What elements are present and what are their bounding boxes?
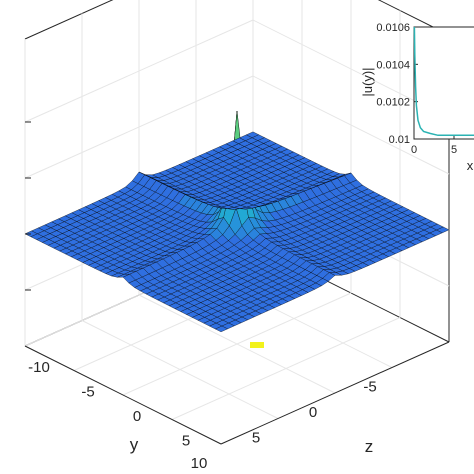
z-tick-label: 0	[133, 408, 141, 425]
y-tick-label: 0	[309, 404, 317, 421]
box-edge	[377, 0, 450, 36]
box-edge	[24, 345, 222, 445]
inset-y-axis-label: |u(y)|	[360, 67, 375, 96]
y-tick-label: 10	[191, 455, 208, 472]
z-tick-labels: -10 -5 0 5	[28, 359, 190, 450]
inset-y-tick-label: 0.0104	[376, 59, 410, 71]
axes-box-front	[24, 121, 450, 445]
grid-line	[252, 75, 450, 175]
grid-line	[122, 292, 352, 396]
inset-x-tick-label: 0	[411, 144, 417, 156]
inset-frame	[413, 26, 474, 140]
z-tick-label: 5	[182, 433, 190, 450]
z-axis-label: z	[365, 437, 374, 456]
grid-line	[24, 19, 254, 123]
y-tick-labels: -5 0 5 10	[191, 379, 377, 473]
inset-x-tick-label: 5	[451, 144, 457, 156]
inset-x-axis-label: x	[467, 158, 474, 173]
y-axis-label: y	[130, 435, 139, 454]
grid-line	[171, 317, 401, 420]
z-tick-label: -5	[81, 384, 94, 401]
y-tick-label: 5	[252, 430, 260, 447]
surface-cell	[245, 131, 260, 138]
inset-plot: 0.01 0.0102 0.0104 0.0106 0 5 |u(y)| x	[360, 22, 474, 173]
inset-y-tick-label: 0.01	[389, 134, 410, 146]
grid-line	[24, 75, 254, 179]
z-tick-label: -10	[28, 359, 50, 376]
inset-y-tick-label: 0.0106	[376, 22, 410, 34]
yellow-marker	[250, 342, 264, 348]
box-edge	[24, 0, 114, 40]
surface-mesh	[24, 110, 450, 333]
y-tick-label: -5	[363, 379, 376, 396]
inset-y-tick-labels: 0.01 0.0102 0.0104 0.0106	[376, 22, 418, 146]
inset-series-line	[413, 26, 474, 137]
box-edge	[220, 341, 450, 445]
inset-y-tick-label: 0.0102	[376, 97, 410, 109]
